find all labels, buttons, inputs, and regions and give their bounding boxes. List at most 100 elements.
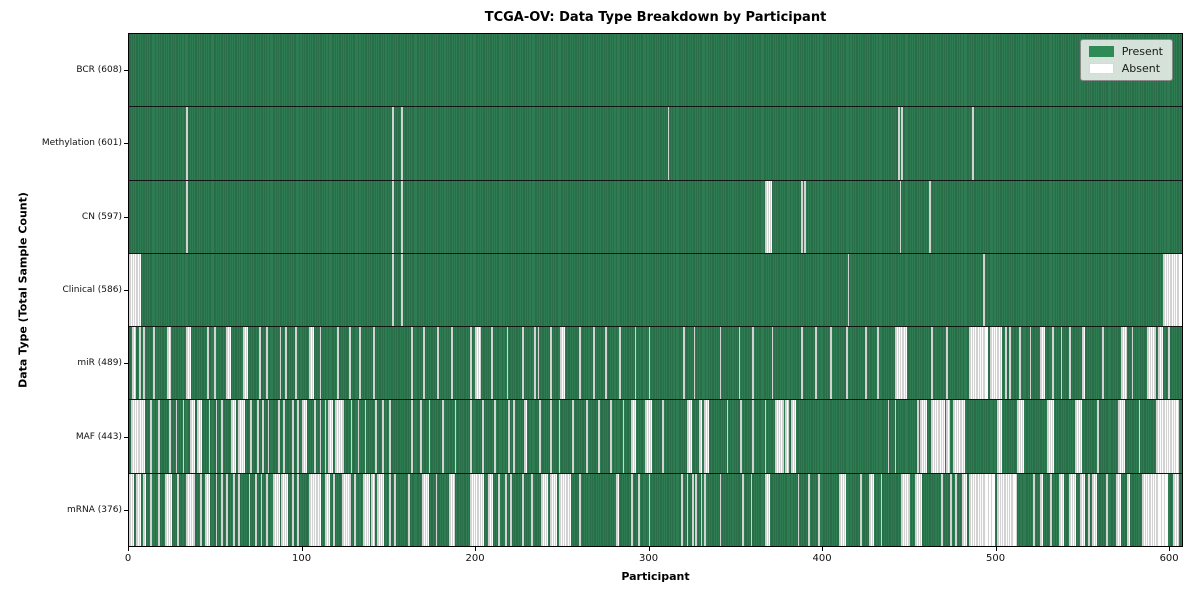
xtick-mark <box>128 547 129 551</box>
xtick-mark <box>1169 547 1171 551</box>
absent-segment <box>880 473 883 546</box>
absent-segment <box>419 400 422 473</box>
absent-segment <box>213 327 216 400</box>
absent-segment <box>238 400 246 473</box>
absent-segment <box>790 400 796 473</box>
absent-segment <box>1168 327 1170 400</box>
absent-segment <box>454 400 457 473</box>
absent-segment <box>955 473 957 546</box>
absent-segment <box>920 400 928 473</box>
absent-segment <box>238 473 240 546</box>
absent-segment <box>1081 327 1085 400</box>
absent-segment <box>726 400 729 473</box>
absent-segment <box>255 473 258 546</box>
heatmap-row-mir <box>129 326 1182 400</box>
absent-segment <box>328 400 334 473</box>
absent-segment <box>622 400 625 473</box>
absent-segment <box>381 400 384 473</box>
absent-segment <box>917 400 919 473</box>
absent-segment <box>930 327 933 400</box>
absent-segment <box>364 400 367 473</box>
absent-segment <box>200 473 202 546</box>
absent-segment <box>260 473 263 546</box>
absent-segment <box>407 473 410 546</box>
absent-segment <box>158 400 161 473</box>
ytick-mark <box>124 363 128 365</box>
heatmap-row-cn <box>129 179 1182 253</box>
absent-segment <box>182 400 185 473</box>
ytick-mark <box>124 290 128 291</box>
absent-segment <box>324 473 330 546</box>
xtick-mark <box>995 547 997 551</box>
absent-segment <box>295 327 297 400</box>
absent-segment <box>539 400 542 473</box>
absent-segment <box>615 473 620 546</box>
absent-segment <box>428 400 431 473</box>
absent-segment <box>740 400 743 473</box>
absent-segment <box>946 400 950 473</box>
absent-segment <box>691 473 694 546</box>
absent-segment <box>437 327 439 400</box>
legend-label-absent: Absent <box>1121 62 1161 75</box>
xtick-label-600: 600 <box>1159 553 1179 564</box>
absent-segment <box>393 473 396 546</box>
ytick-mark <box>124 510 128 512</box>
absent-segment <box>915 473 923 546</box>
absent-segment <box>508 400 510 473</box>
legend: Present Absent <box>1079 39 1173 81</box>
absent-segment <box>284 327 287 400</box>
absent-segment <box>648 473 651 546</box>
ytick-label-maf: MAF (443) <box>75 431 122 442</box>
absent-segment <box>982 253 985 327</box>
absent-segment <box>523 400 528 473</box>
absent-segment <box>752 400 755 473</box>
absent-segment <box>968 327 989 400</box>
y-axis-title: Data Type (Total Sample Count) <box>16 192 30 388</box>
absent-segment <box>750 473 753 546</box>
absent-segment <box>1121 327 1127 400</box>
absent-segment <box>1074 400 1082 473</box>
ytick-label-methylation: Methylation (601) <box>41 138 122 149</box>
absent-segment <box>887 400 890 473</box>
absent-segment <box>186 107 188 180</box>
plot-area: Present Absent <box>128 33 1183 547</box>
absent-segment <box>572 400 575 473</box>
absent-segment <box>291 473 294 546</box>
absent-segment <box>1033 473 1035 546</box>
absent-segment <box>130 400 145 473</box>
absent-segment <box>215 400 218 473</box>
absent-segment <box>482 400 485 473</box>
absent-segment <box>392 253 394 327</box>
absent-segment <box>291 400 294 473</box>
absent-segment <box>1052 327 1054 400</box>
legend-swatch-present-icon <box>1088 46 1114 57</box>
absent-segment <box>1116 473 1122 546</box>
absent-segment <box>513 400 516 473</box>
absent-segment <box>177 473 180 546</box>
absent-segment <box>859 473 862 546</box>
absent-segment <box>279 327 282 400</box>
absent-segment <box>700 473 703 546</box>
absent-segment <box>541 473 549 546</box>
absent-segment <box>1019 327 1021 400</box>
absent-segment <box>208 400 211 473</box>
absent-segment <box>319 327 322 400</box>
absent-segment <box>894 400 897 473</box>
absent-segment <box>281 473 289 546</box>
absent-segment <box>470 327 472 400</box>
xtick-label-400: 400 <box>812 553 832 564</box>
absent-segment <box>250 400 252 473</box>
absent-segment <box>220 473 223 546</box>
absent-segment <box>400 180 403 253</box>
ytick-label-cn: CN (597) <box>81 211 122 222</box>
absent-segment <box>549 400 552 473</box>
absent-segment <box>186 327 192 400</box>
absent-segment <box>996 400 1002 473</box>
xtick-label-300: 300 <box>639 553 659 564</box>
absent-segment <box>1091 473 1098 546</box>
absent-segment <box>470 473 485 546</box>
absent-segment <box>265 327 268 400</box>
absent-segment <box>1017 400 1025 473</box>
absent-segment <box>1039 327 1046 400</box>
